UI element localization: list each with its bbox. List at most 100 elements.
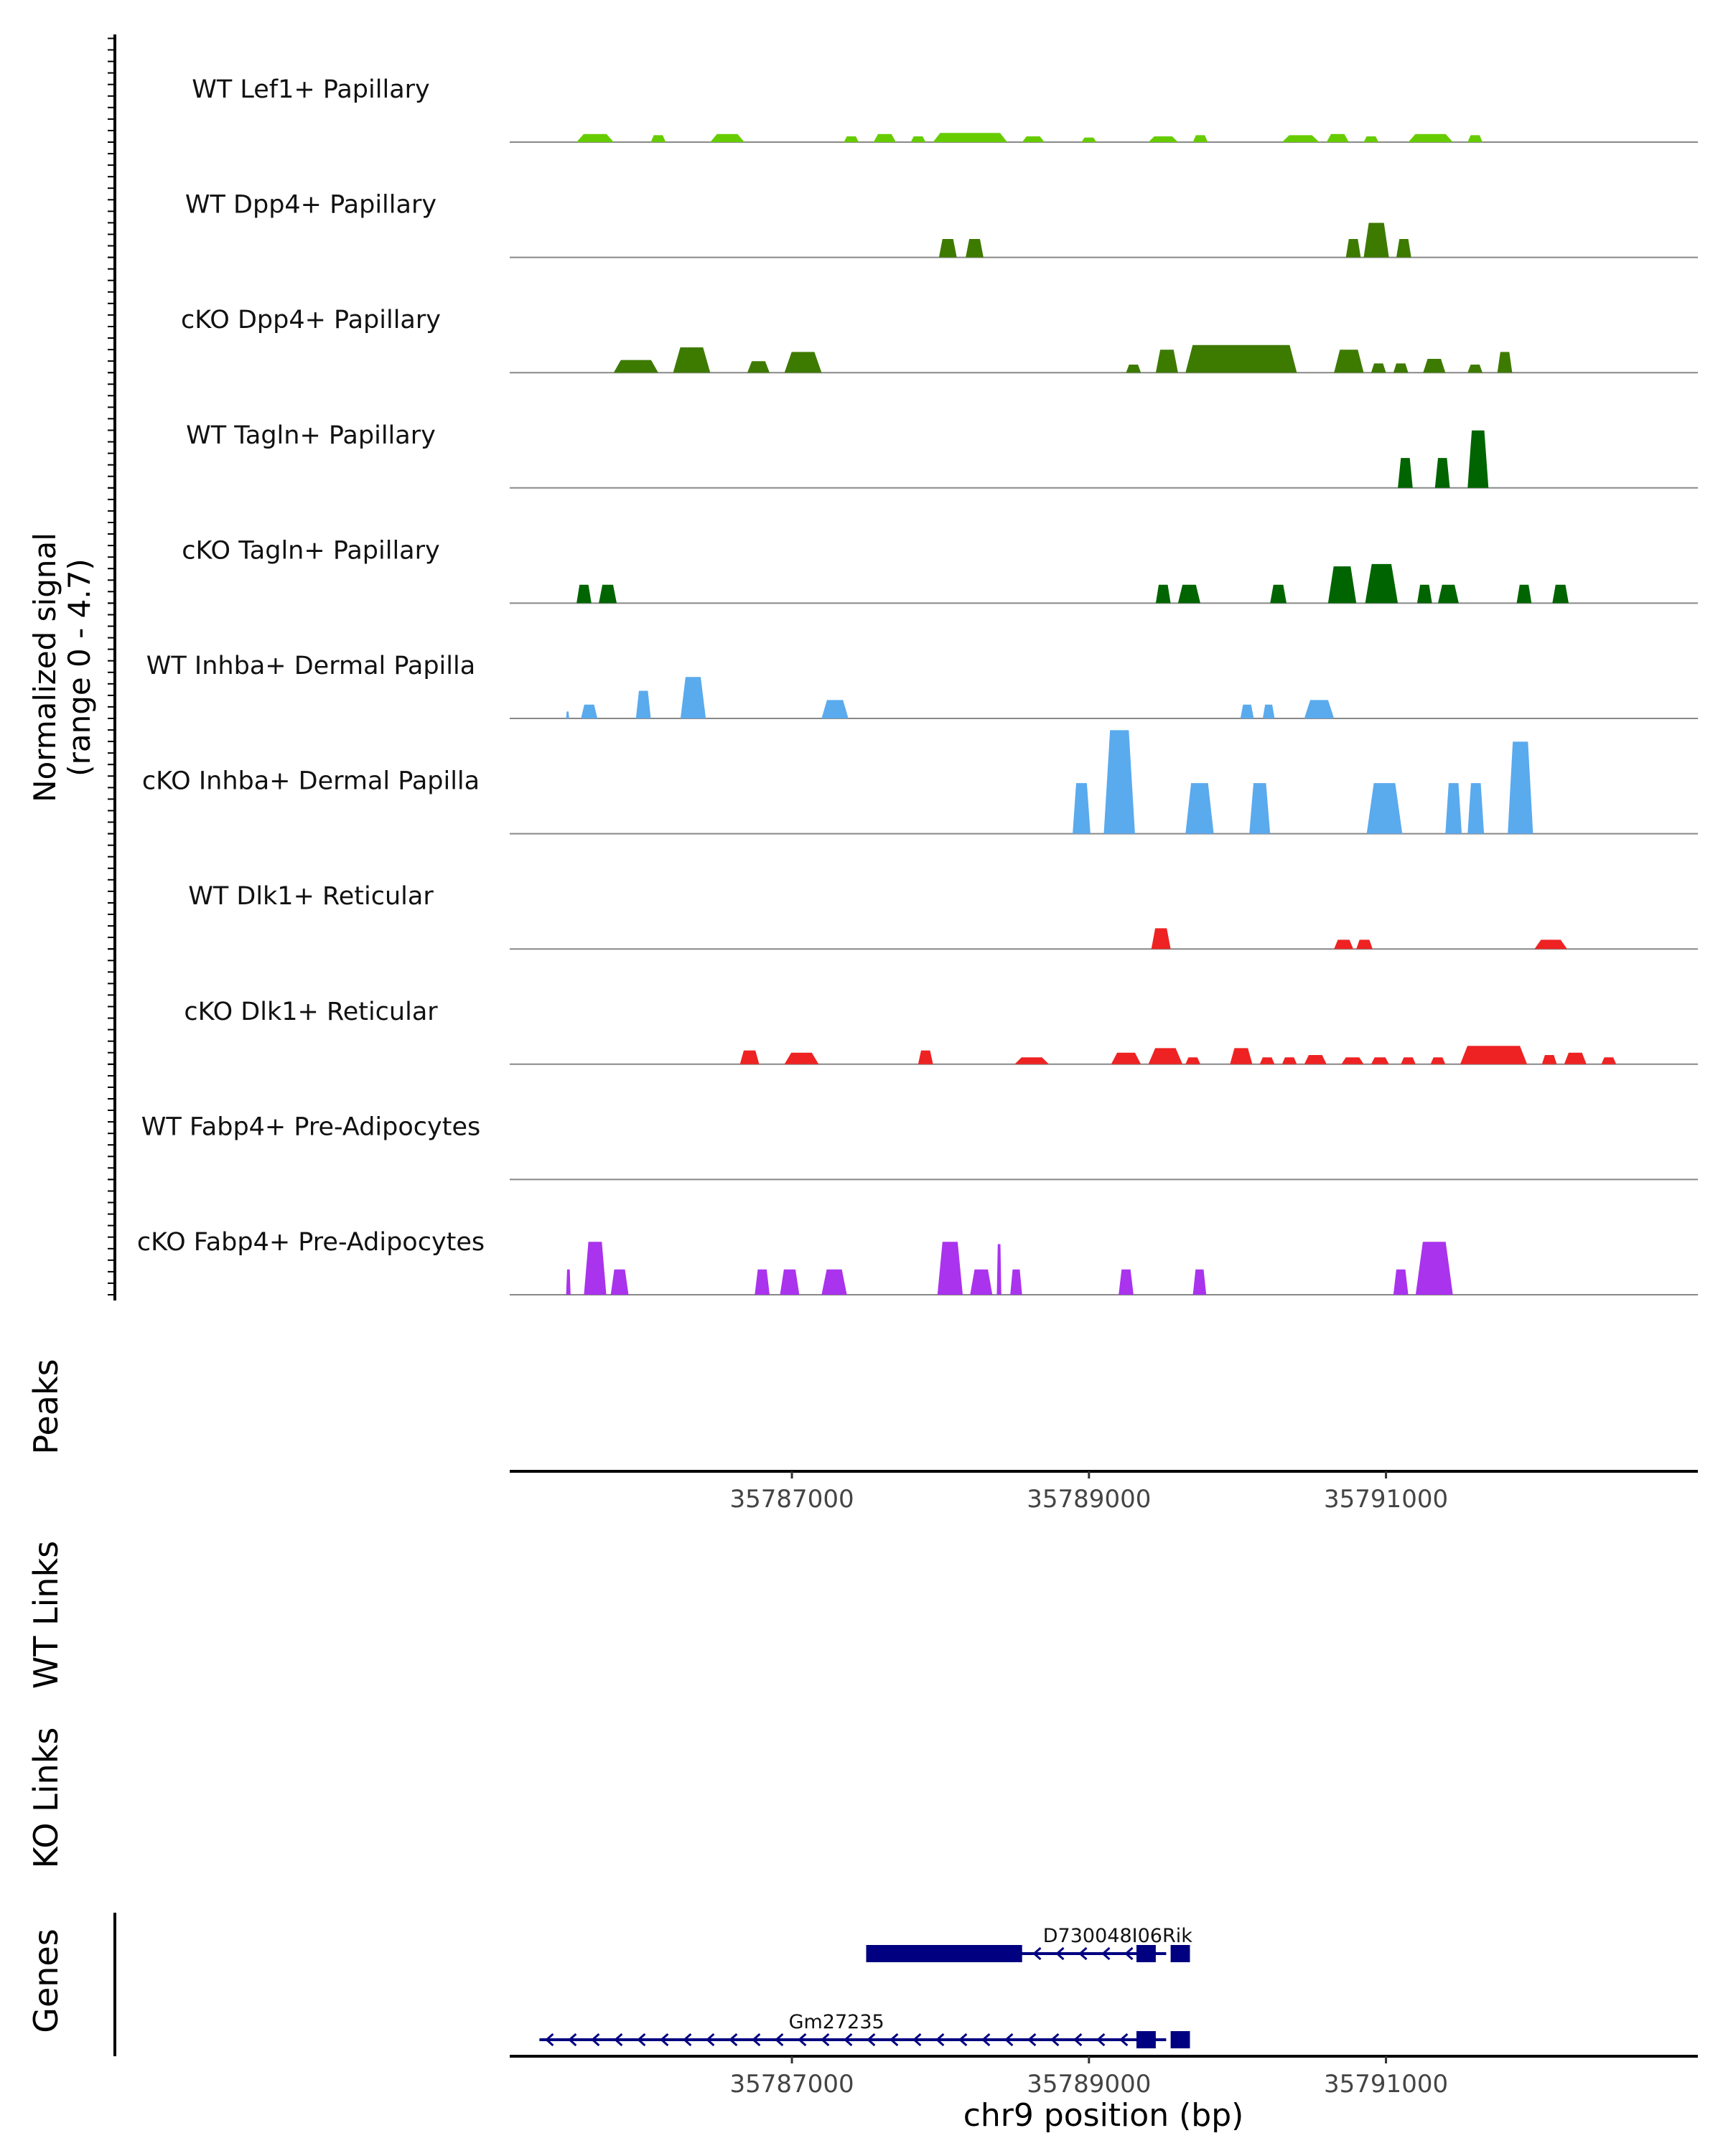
signal-peak: [1334, 350, 1364, 373]
signal-peak: [1396, 239, 1411, 258]
track-3: WT Tagln+ Papillary: [186, 421, 1698, 489]
signal-peak: [1022, 136, 1045, 142]
gene-models: D730048I06Rik Gm27235: [539, 1925, 1192, 2048]
signal-peak: [1014, 1057, 1049, 1064]
signal-peak: [1185, 1057, 1200, 1064]
genes-panel-label: Genes: [27, 1928, 65, 2033]
signal-peak: [1445, 783, 1462, 834]
strand-arrow: [1073, 2033, 1083, 2047]
signal-peak: [1460, 1046, 1528, 1064]
signal-peak: [599, 584, 617, 604]
track-label: WT Lef1+ Papillary: [192, 75, 430, 104]
x-tick-label: 35789000: [1027, 1485, 1151, 1514]
track-label: WT Tagln+ Papillary: [186, 421, 436, 450]
x-tick-label: 35787000: [730, 2070, 854, 2099]
track-label: cKO Inhba+ Dermal Papilla: [142, 767, 480, 796]
exon: [866, 1945, 1022, 1962]
exon: [1136, 1945, 1156, 1962]
signal-peak: [610, 1269, 629, 1295]
signal-peak: [844, 136, 859, 142]
track-label: cKO Dpp4+ Papillary: [181, 306, 441, 334]
strand-arrow: [752, 2033, 761, 2047]
track-label: cKO Dlk1+ Reticular: [184, 998, 438, 1026]
signal-peak: [873, 133, 896, 142]
signal-peak: [1262, 704, 1275, 718]
strand-arrow: [591, 2033, 600, 2047]
strand-arrow: [912, 2033, 922, 2047]
signal-peak: [780, 1269, 800, 1295]
x-tick-label: 35789000: [1027, 2070, 1151, 2099]
signal-peak: [1366, 783, 1403, 834]
signal-peak: [1185, 783, 1214, 834]
strand-arrow: [1119, 2033, 1129, 2047]
track-4: cKO Tagln+ Papillary: [182, 536, 1698, 604]
signal-peak: [1259, 1057, 1275, 1064]
signal-peak: [1467, 783, 1485, 834]
signal-peak: [1371, 363, 1386, 373]
signal-peak: [1516, 584, 1532, 604]
signal-peak: [1185, 345, 1297, 373]
exon: [1136, 2031, 1156, 2048]
track-7: WT Dlk1+ Reticular: [188, 882, 1698, 950]
x-tick-label: 35787000: [730, 1485, 854, 1514]
strand-arrow: [867, 2033, 876, 2047]
signal-peak: [966, 239, 984, 258]
strand-arrow: [614, 2033, 623, 2047]
signal-axis-range-label: (range 0 - 4.7): [62, 558, 97, 777]
track-label: WT Dpp4+ Papillary: [185, 191, 436, 220]
signal-peak: [747, 361, 770, 373]
signal-tracks: WT Lef1+ Papillary WT Dpp4+ Papillary cKO …: [137, 75, 1698, 1295]
track-2: cKO Dpp4+ Papillary: [181, 306, 1698, 374]
signal-peak: [1467, 135, 1482, 142]
signal-peak: [1010, 1269, 1022, 1295]
signal-peak: [673, 347, 711, 373]
track-5: WT Inhba+ Dermal Papilla: [146, 652, 1698, 719]
gene-1: Gm27235: [539, 2011, 1190, 2048]
signal-peak: [821, 700, 849, 718]
gene-label: Gm27235: [789, 2011, 884, 2033]
signal-peak: [1304, 700, 1335, 718]
signal-peak: [917, 1050, 933, 1064]
track-1: WT Dpp4+ Papillary: [185, 191, 1698, 258]
strand-arrow: [958, 2033, 968, 2047]
signal-peak: [1363, 136, 1379, 142]
strand-arrow: [1078, 1946, 1088, 1961]
gene-0: D730048I06Rik: [866, 1925, 1192, 1962]
signal-peak: [1365, 563, 1399, 604]
strand-arrow: [1050, 2033, 1060, 2047]
signal-peak: [739, 1050, 760, 1064]
signal-peak: [1281, 135, 1320, 142]
signal-peak: [1304, 1055, 1327, 1064]
signal-peak: [1467, 365, 1482, 373]
signal-peak: [1508, 741, 1533, 834]
signal-peak: [755, 1269, 770, 1295]
signal-peak: [1415, 1242, 1453, 1295]
track-label: cKO Tagln+ Papillary: [182, 536, 440, 565]
strand-arrow: [844, 2033, 853, 2047]
signal-peak: [1534, 939, 1567, 950]
signal-peak: [710, 133, 744, 142]
signal-peak: [1356, 939, 1373, 950]
signal-peak: [996, 1244, 1001, 1295]
signal-peak: [1497, 352, 1513, 373]
strand-arrow: [889, 2033, 899, 2047]
signal-peak: [584, 1242, 607, 1295]
signal-peak: [821, 1269, 847, 1295]
track-label: WT Dlk1+ Reticular: [188, 882, 434, 911]
signal-peak: [1434, 458, 1450, 488]
peaks-x-axis-ticks: 35787000 35789000 35791000: [730, 1471, 1448, 1514]
signal-peak: [1417, 584, 1432, 604]
strand-arrow: [981, 2033, 991, 2047]
genes-x-axis-ticks: 35787000 35789000 35791000: [730, 2056, 1448, 2099]
strand-arrow: [821, 2033, 830, 2047]
strand-arrow: [1032, 1946, 1042, 1961]
signal-peak: [1240, 704, 1254, 718]
signal-peak: [1552, 584, 1569, 604]
signal-peak: [1363, 222, 1389, 258]
signal-peak: [635, 690, 651, 718]
signal-peak: [784, 352, 822, 373]
x-tick-label: 35791000: [1324, 1485, 1448, 1514]
strand-arrow: [683, 2033, 692, 2047]
